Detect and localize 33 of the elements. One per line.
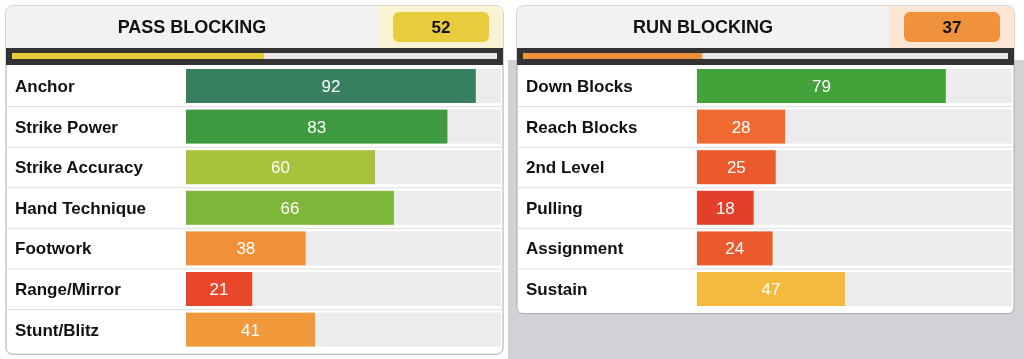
data-label: 79	[811, 76, 831, 96]
data-label: 24	[725, 239, 745, 259]
data-label: 38	[236, 239, 256, 259]
data-label: 25	[726, 158, 746, 178]
y-tick-label: Strike Power	[15, 117, 119, 137]
text: 52	[431, 17, 451, 37]
data-label: 28	[731, 117, 751, 137]
y-tick-label: Anchor	[15, 76, 75, 96]
bar	[186, 272, 253, 306]
y-tick-label: Down Blocks	[526, 76, 633, 96]
data-label: 41	[241, 320, 261, 340]
y-tick-label: Stunt/Blitz	[15, 320, 100, 340]
data-label: 21	[209, 279, 229, 299]
data-label: 92	[321, 76, 341, 96]
bar	[697, 190, 754, 225]
y-tick-label: Assignment	[526, 239, 624, 259]
chart-title: PASS BLOCKING	[117, 17, 267, 38]
bar	[697, 231, 773, 266]
y-tick-label: Footwork	[15, 239, 93, 259]
y-tick-label: 2nd Level	[526, 158, 605, 178]
data-label: 60	[271, 158, 290, 178]
y-tick-label: Range/Mirror	[15, 279, 122, 299]
data-label: 47	[761, 279, 781, 299]
data-label: 66	[280, 198, 300, 218]
y-tick-label: Pulling	[526, 198, 583, 218]
y-tick-label: Sustain	[526, 279, 588, 299]
y-tick-label: Strike Accuracy	[15, 158, 144, 178]
chart-title: RUN BLOCKING	[633, 17, 773, 38]
y-tick-label: Hand Technique	[15, 198, 146, 218]
text: 37	[942, 17, 962, 37]
data-label: 18	[715, 198, 735, 218]
y-tick-label: Reach Blocks	[526, 117, 638, 137]
data-label: 83	[307, 117, 327, 137]
